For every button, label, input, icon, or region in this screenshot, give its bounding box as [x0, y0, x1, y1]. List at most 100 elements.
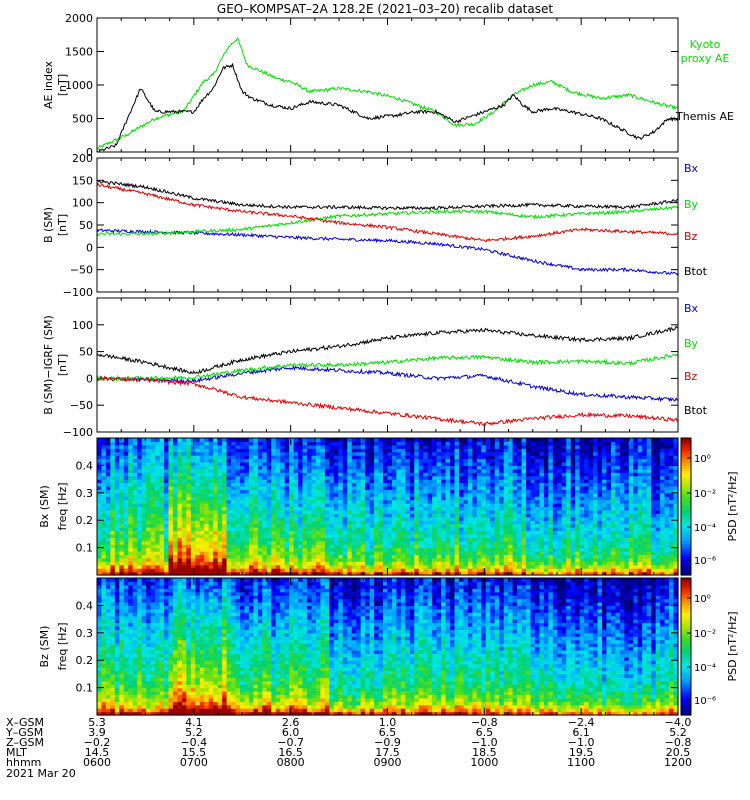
heatmap-cell: [619, 503, 625, 508]
heatmap-cell: [441, 438, 447, 443]
heatmap-cell: [414, 492, 420, 497]
heatmap-cell: [293, 540, 299, 545]
heatmap-cell: [517, 561, 523, 566]
heatmap-cell: [271, 444, 277, 449]
heatmap-cell: [342, 533, 348, 538]
heatmap-cell: [298, 516, 304, 521]
heatmap-cell: [450, 527, 456, 532]
heatmap-cell: [584, 540, 590, 545]
heatmap-cell: [298, 530, 304, 535]
heatmap-cell: [467, 438, 474, 443]
heatmap-cell: [619, 544, 625, 549]
heatmap-cell: [217, 468, 223, 473]
heatmap-cell: [409, 485, 415, 490]
heatmap-cell: [472, 479, 478, 484]
heatmap-cell: [539, 458, 545, 463]
heatmap-cell: [427, 568, 433, 573]
heatmap-cell: [275, 479, 281, 484]
heatmap-cell: [624, 472, 630, 477]
heatmap-cell: [619, 499, 625, 504]
heatmap-cell: [128, 544, 134, 549]
heatmap-cell: [177, 496, 183, 501]
heatmap-cell: [190, 489, 196, 494]
heatmap-cell: [307, 520, 313, 525]
heatmap-cell: [445, 499, 451, 504]
heatmap-cell: [579, 448, 585, 453]
heatmap-cell: [208, 479, 214, 484]
heatmap-cell: [552, 461, 558, 466]
heatmap-cell: [610, 554, 617, 559]
heatmap-cell: [195, 544, 201, 549]
heatmap-cell: [114, 503, 120, 508]
heatmap-cell: [190, 458, 196, 463]
heatmap-cell: [387, 441, 393, 446]
heatmap-cell: [217, 571, 223, 576]
heatmap-cell: [159, 482, 165, 487]
heatmap-cell: [159, 451, 165, 456]
heatmap-cell: [199, 551, 205, 556]
heatmap-cell: [396, 564, 402, 569]
heatmap-cell: [579, 451, 585, 456]
heatmap-cell: [284, 564, 290, 569]
heatmap-cell: [342, 547, 348, 552]
heatmap-cell: [378, 482, 384, 487]
heatmap-cell: [302, 509, 308, 514]
heatmap-cell: [450, 455, 456, 460]
heatmap-cell: [374, 448, 380, 453]
heatmap-cell: [123, 537, 129, 542]
heatmap-cell: [280, 520, 286, 525]
heatmap-cell: [262, 485, 268, 490]
heatmap-cell: [105, 506, 112, 511]
heatmap-cell: [566, 451, 572, 456]
heatmap-cell: [208, 482, 214, 487]
heatmap-cell: [459, 561, 465, 566]
heatmap-cell: [101, 547, 107, 552]
heatmap-cell: [512, 482, 518, 487]
heatmap-cell: [418, 554, 424, 559]
heatmap-cell: [512, 554, 518, 559]
heatmap-cell: [262, 557, 268, 562]
heatmap-cell: [351, 561, 357, 566]
heatmap-cell: [262, 564, 268, 569]
heatmap-cell: [150, 561, 156, 566]
heatmap-cell: [284, 513, 290, 518]
heatmap-cell: [405, 537, 411, 542]
heatmap-cell: [602, 496, 608, 501]
heatmap-cell: [454, 485, 460, 490]
heatmap-cell: [177, 461, 183, 466]
heatmap-cell: [409, 499, 415, 504]
heatmap-cell: [307, 482, 313, 487]
heatmap-cell: [213, 540, 219, 545]
heatmap-cell: [543, 448, 549, 453]
heatmap-cell: [427, 513, 433, 518]
heatmap-cell: [181, 506, 187, 511]
heatmap-cell: [181, 523, 187, 528]
heatmap-cell: [351, 544, 357, 549]
heatmap-cell: [132, 441, 138, 446]
heatmap-cell: [271, 544, 277, 549]
heatmap-cell: [231, 509, 237, 514]
heatmap-cell: [244, 544, 250, 549]
heatmap-cell: [172, 451, 179, 456]
heatmap-cell: [262, 448, 268, 453]
heatmap-cell: [128, 438, 134, 443]
heatmap-cell: [441, 509, 447, 514]
heatmap-cell: [552, 468, 558, 473]
heatmap-cell: [450, 458, 456, 463]
heatmap-cell: [248, 527, 255, 532]
heatmap-cell: [190, 513, 196, 518]
heatmap-cell: [360, 520, 366, 525]
heatmap-cell: [472, 557, 478, 562]
heatmap-cell: [450, 540, 456, 545]
heatmap-cell: [593, 482, 599, 487]
heatmap-cell: [602, 530, 608, 535]
heatmap-cell: [311, 451, 317, 456]
heatmap-cell: [231, 547, 237, 552]
heatmap-cell: [186, 479, 192, 484]
heatmap-cell: [217, 448, 223, 453]
heatmap-cell: [405, 530, 411, 535]
heatmap-cell: [423, 489, 429, 494]
heatmap-cell: [141, 475, 147, 480]
heatmap-cell: [409, 479, 415, 484]
heatmap-cell: [575, 458, 581, 463]
